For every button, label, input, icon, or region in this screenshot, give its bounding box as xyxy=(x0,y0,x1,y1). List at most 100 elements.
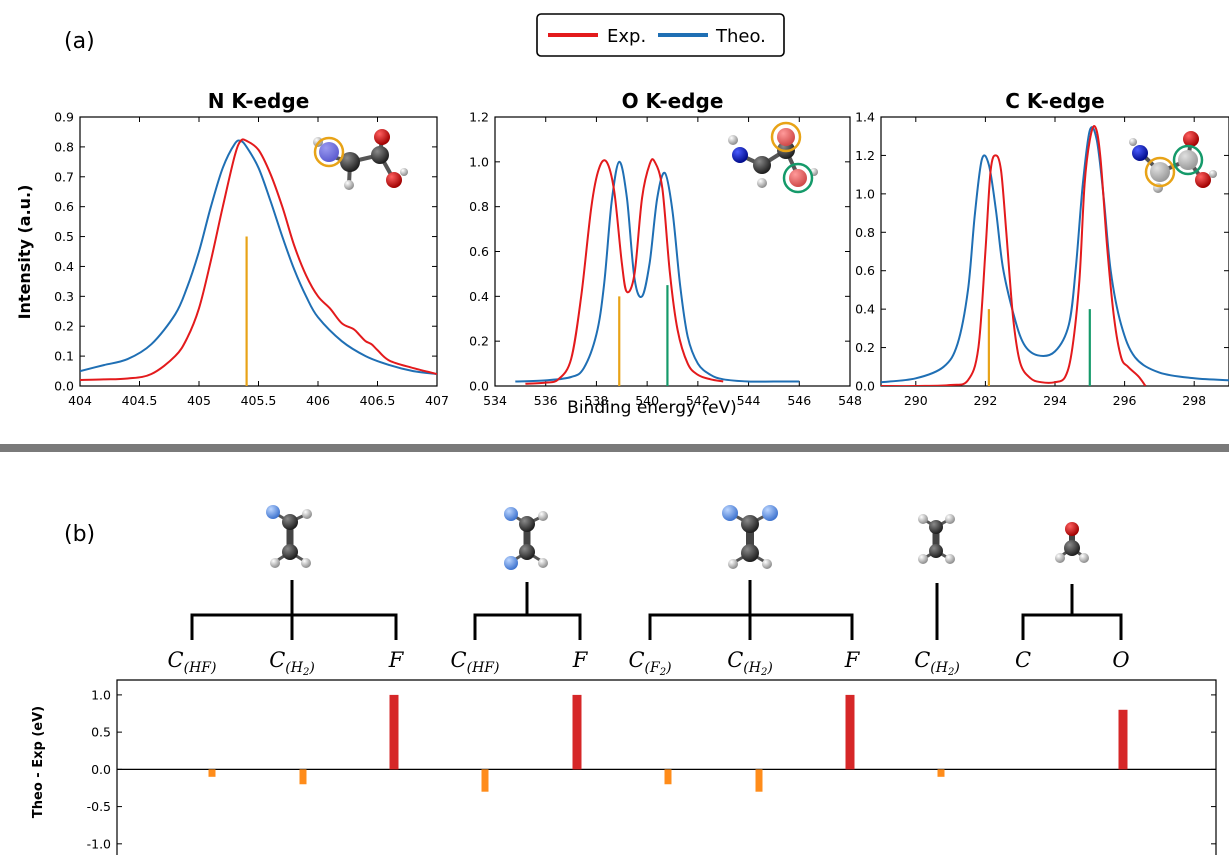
x-tick-label: 298 xyxy=(1182,393,1206,408)
y-tick-label: 0.3 xyxy=(54,289,74,304)
series-line-theo xyxy=(881,126,1229,384)
y-axis-label: Intensity (a.u.) xyxy=(15,185,34,320)
y-tick-label: 0.2 xyxy=(469,334,489,349)
x-tick-label: 538 xyxy=(584,393,608,408)
x-tick-label: 406.5 xyxy=(360,393,396,408)
glycine-inset-c xyxy=(1129,131,1217,193)
y-tick-label: 1.4 xyxy=(855,110,875,125)
y-tick-label: 0.5 xyxy=(54,229,74,244)
label-o: O xyxy=(1112,648,1129,672)
label-c-f2: C(F2) xyxy=(628,648,671,678)
x-tick-label: 405.5 xyxy=(241,393,277,408)
y-tick-label: 0.4 xyxy=(855,302,875,317)
x-tick-label: 544 xyxy=(737,393,761,408)
y-tick-label: 0.0 xyxy=(54,379,74,394)
x-tick-label: 540 xyxy=(635,393,659,408)
x-tick-label: 406 xyxy=(306,393,330,408)
bar xyxy=(664,769,672,785)
y-tick-label: 1.0 xyxy=(91,687,111,702)
y-tick-label: 0.4 xyxy=(54,259,74,274)
y-tick-label: 0.0 xyxy=(855,379,875,394)
bar xyxy=(299,769,307,785)
legend-exp-label: Exp. xyxy=(607,26,646,47)
y-tick-label: 0.9 xyxy=(54,110,74,125)
label-c-hf: C(HF) xyxy=(451,648,500,676)
tree-labels: C(HF) C(H2) F C(HF) F C(F2) C(H2) F C(H2… xyxy=(168,648,1130,678)
x-axis-label: Binding energy (eV) xyxy=(567,398,737,418)
legend-theo-label: Theo. xyxy=(715,26,766,47)
x-tick-label: 292 xyxy=(973,393,997,408)
label-f: F xyxy=(844,648,861,672)
series-line-exp xyxy=(881,125,1147,386)
label-f: F xyxy=(572,648,589,672)
y-tick-label: 0.5 xyxy=(91,725,111,740)
molecule-ethylene xyxy=(918,514,955,564)
label-c-h2: C(H2) xyxy=(269,648,315,678)
molecule-formaldehyde xyxy=(1055,522,1089,563)
glycine-inset-o xyxy=(728,121,818,194)
molecule-trifluoroethylene xyxy=(722,505,778,569)
molecule-difluoroethylene xyxy=(504,507,548,570)
bar xyxy=(937,769,945,777)
y-tick-label: 0.0 xyxy=(469,379,489,394)
series-line-theo xyxy=(80,139,437,375)
y-tick-label: 0.4 xyxy=(469,289,489,304)
y-tick-label: 0.2 xyxy=(855,340,875,355)
plot-frame xyxy=(880,116,1229,387)
x-tick-label: 407 xyxy=(425,393,449,408)
label-c-hf: C(HF) xyxy=(168,648,217,676)
y-tick-label: 0.7 xyxy=(54,169,74,184)
x-tick-label: 536 xyxy=(534,393,558,408)
x-tick-label: 548 xyxy=(838,393,862,408)
y-tick-label: 0.6 xyxy=(469,244,489,259)
bar xyxy=(755,769,763,792)
x-tick-label: 404 xyxy=(68,393,92,408)
y-tick-label: 1.2 xyxy=(469,110,489,125)
y-tick-label: -0.5 xyxy=(87,799,111,814)
y-tick-label: 0.1 xyxy=(54,349,74,364)
x-tick-label: 405 xyxy=(187,393,211,408)
y-tick-label: 0.8 xyxy=(54,139,74,154)
chart-c-k-edge: C K-edge 290 292 294 296 298 0.0 0.2 0.4 0.6 0.8 1.… xyxy=(855,89,1229,408)
panel-separator xyxy=(0,444,1229,452)
chart-o-k-edge: O K-edge 534 536 538 540 542 544 546 548 0.0 0.2 0.… xyxy=(469,89,862,408)
legend: Exp. Theo. xyxy=(536,13,785,57)
label-c-h2: C(H2) xyxy=(727,648,773,678)
series-line-exp xyxy=(525,158,724,385)
label-c: C xyxy=(1015,648,1031,672)
y-tick-label: 0.8 xyxy=(855,225,875,240)
x-tick-label: 294 xyxy=(1043,393,1067,408)
y-tick-label: -1.0 xyxy=(87,836,111,851)
bar xyxy=(1118,709,1128,770)
label-c-h2: C(H2) xyxy=(914,648,960,678)
bar-plot-frame xyxy=(116,679,1217,855)
y-tick-label: 1.2 xyxy=(855,148,875,163)
y-tick-label: 1.0 xyxy=(469,154,489,169)
panel-label-a: (a) xyxy=(64,29,95,54)
x-tick-label: 542 xyxy=(686,393,710,408)
x-tick-label: 404.5 xyxy=(122,393,158,408)
molecule-vinyl-fluoride xyxy=(266,505,312,568)
y-tick-label: 1.0 xyxy=(855,186,875,201)
bar xyxy=(208,769,216,777)
tree-brackets xyxy=(190,580,1123,640)
bar xyxy=(845,694,855,770)
x-tick-label: 296 xyxy=(1113,393,1137,408)
series-line-theo xyxy=(515,160,800,383)
y-tick-label: 0.6 xyxy=(54,199,74,214)
panel-label-b: (b) xyxy=(64,522,95,547)
bar-y-axis-label: Theo - Exp (eV) xyxy=(31,706,46,818)
chart-title: N K-edge xyxy=(208,89,310,113)
bar xyxy=(389,694,399,770)
chart-theo-minus-exp: -1.0 -0.5 0.0 0.5 1.0 xyxy=(87,679,1217,855)
x-tick-label: 534 xyxy=(483,393,507,408)
plot-frame xyxy=(494,116,851,387)
y-tick-label: 0.2 xyxy=(54,319,74,334)
y-tick-label: 0.6 xyxy=(855,263,875,278)
bar xyxy=(572,694,582,770)
y-tick-label: 0.8 xyxy=(469,199,489,214)
y-tick-label: 0.0 xyxy=(91,762,111,777)
label-f: F xyxy=(388,648,405,672)
chart-title: C K-edge xyxy=(1005,89,1104,113)
